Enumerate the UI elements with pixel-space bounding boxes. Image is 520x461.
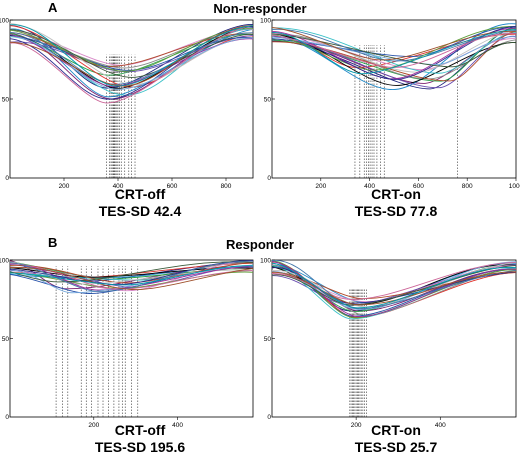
caption-condition: CRT-on	[371, 422, 421, 438]
caption-condition: CRT-off	[114, 186, 166, 202]
x-tick-label: 400	[113, 183, 124, 190]
curve	[272, 36, 516, 66]
curve	[10, 265, 253, 286]
curve	[10, 31, 253, 85]
y-tick-label: 50	[264, 336, 272, 343]
curve	[10, 266, 253, 291]
section-title-non-responder: Non-responder	[213, 1, 307, 16]
y-tick-label: 0	[267, 414, 271, 421]
caption-metric: TES-SD 42.4	[98, 203, 182, 219]
y-tick-label: 100	[260, 258, 271, 265]
curve	[10, 262, 253, 284]
curve	[10, 28, 253, 69]
chart-panel-0: 200 400 600 800 50 100 0	[0, 18, 254, 190]
x-tick-label: 400	[364, 183, 375, 190]
y-tick-label: 100	[0, 258, 9, 265]
panel-letter-a: A	[48, 0, 58, 15]
x-tick-label: 200	[59, 183, 70, 190]
chart-panel-2: 200 400 50 100 0	[0, 258, 254, 429]
caption-condition: CRT-off	[114, 422, 166, 438]
curve	[272, 28, 516, 62]
curve	[272, 271, 516, 306]
curve	[272, 27, 516, 61]
y-tick-label: 50	[264, 97, 272, 104]
caption-responder-off: CRT-off TES-SD 195.6	[80, 422, 200, 456]
x-tick-label: 400	[435, 422, 446, 429]
caption-nonresponder-off: CRT-off TES-SD 42.4	[80, 186, 200, 220]
curve	[272, 26, 516, 71]
chart-panel-3: 200 400 50 100 0	[260, 258, 517, 429]
panel-letter-b: B	[48, 235, 58, 250]
curve	[272, 27, 516, 74]
curve	[10, 24, 253, 87]
x-tick-label: 400	[172, 422, 183, 429]
curve	[10, 34, 253, 87]
caption-condition: CRT-on	[371, 186, 421, 202]
curve	[272, 260, 516, 310]
chart-panel-1: 2004006008001000501000	[260, 18, 520, 191]
curve	[10, 29, 253, 78]
curve	[272, 29, 516, 75]
y-tick-label: 100	[260, 18, 271, 25]
section-title-responder: Responder	[226, 237, 294, 252]
curve	[272, 264, 516, 306]
caption-nonresponder-on: CRT-on TES-SD 77.8	[336, 186, 456, 220]
x-tick-label: 200	[88, 422, 99, 429]
caption-metric: TES-SD 77.8	[354, 203, 438, 219]
x-tick-label: 600	[167, 183, 178, 190]
curve	[272, 262, 516, 309]
y-tick-label: 50	[2, 97, 10, 104]
y-tick-label: 0	[267, 175, 271, 182]
curve	[10, 28, 253, 72]
caption-metric: TES-SD 25.7	[354, 439, 438, 455]
y-tick-label: 50	[2, 336, 10, 343]
curve	[272, 28, 516, 82]
curve	[10, 261, 253, 283]
x-tick-label: 800	[221, 183, 232, 190]
y-tick-label: 0	[5, 414, 9, 421]
curve	[272, 26, 516, 58]
caption-responder-on: CRT-on TES-SD 25.7	[336, 422, 456, 456]
caption-metric: TES-SD 195.6	[94, 439, 186, 455]
curve	[272, 33, 516, 68]
x-tick-label: 200	[315, 183, 326, 190]
curve	[10, 25, 253, 87]
x-tick-label: 800	[462, 183, 473, 190]
curve	[10, 260, 253, 292]
y-tick-label: 0	[5, 175, 9, 182]
x-tick-label: 200	[351, 422, 362, 429]
y-tick-label: 100	[0, 18, 9, 25]
curve	[10, 35, 253, 90]
x-tick-label: 600	[413, 183, 424, 190]
curve	[272, 23, 516, 91]
